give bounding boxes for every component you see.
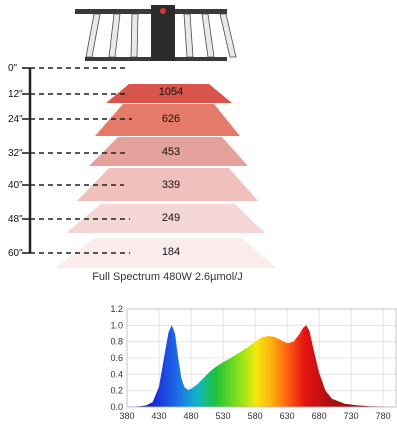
ppfd-layer: [66, 204, 265, 233]
ppfd-value: 453: [162, 146, 180, 158]
spectrum-chart: 0.0 0.2 0.4 0.6 0.8 1.0 1.2 380 430 480 530 580 630 6…: [110, 304, 397, 421]
height-guides: [22, 67, 132, 254]
spectrum-x-tick: 480: [184, 411, 199, 421]
height-label: 40": [8, 180, 23, 191]
spectrum-y-tick: 1.2: [110, 304, 123, 314]
ppfd-layer: [89, 137, 248, 166]
grow-light-fixture: [75, 5, 237, 61]
ppfd-layers: [56, 84, 276, 268]
spectrum-x-tick: 780: [376, 411, 391, 421]
lamp-light-bars: [85, 13, 237, 58]
spectrum-y-tick: 0.4: [110, 369, 123, 379]
height-label: 0": [8, 63, 18, 74]
ppfd-layer: [56, 238, 276, 268]
ppfd-value: 339: [162, 179, 180, 191]
height-label: 48": [8, 214, 23, 225]
height-label: 32": [8, 148, 23, 159]
spectrum-x-tick: 380: [119, 411, 134, 421]
spectrum-x-tick: 730: [344, 411, 359, 421]
light-bar: [130, 13, 139, 58]
ppfd-value: 626: [162, 113, 180, 125]
ppfd-value: 249: [162, 212, 180, 224]
ppfd-value: 1054: [159, 86, 183, 98]
ppfd-layer: [106, 84, 232, 103]
lamp-indicator-light: [160, 8, 166, 14]
spectrum-y-tick: 0.0: [110, 402, 123, 412]
ppfd-layer: [77, 168, 258, 201]
ppfd-distance-chart: 0" 12" 24" 32" 40" 48" 60" 1054 626 453 …: [8, 63, 276, 268]
height-label: 60": [8, 248, 23, 259]
spectrum-x-tick: 680: [312, 411, 327, 421]
spectrum-y-tick: 0.6: [110, 353, 123, 363]
spectrum-plot-frame: [126, 308, 397, 408]
height-label: 24": [8, 114, 23, 125]
spectrum-y-tick: 1.0: [110, 320, 123, 330]
light-bar: [219, 13, 237, 58]
spectrum-x-tick: 630: [280, 411, 295, 421]
spectrum-x-tick: 530: [216, 411, 231, 421]
light-bar: [85, 13, 101, 58]
spectrum-axes: 0.0 0.2 0.4 0.6 0.8 1.0 1.2 380 430 480 530 580 630 6…: [110, 304, 390, 421]
lamp-driver: [151, 5, 175, 61]
height-label: 12": [8, 89, 23, 100]
ppfd-value: 184: [162, 246, 180, 258]
spectrum-curve: [127, 325, 396, 407]
ppfd-layer: [95, 104, 240, 136]
light-bar: [183, 13, 194, 58]
light-bar: [108, 13, 121, 58]
spectrum-x-tick: 580: [248, 411, 263, 421]
spectrum-x-tick: 430: [152, 411, 167, 421]
light-bar: [201, 13, 215, 58]
spectrum-y-tick: 0.2: [110, 386, 123, 396]
spectrum-y-tick: 0.8: [110, 337, 123, 347]
product-caption: Full Spectrum 480W 2.6µmol/J: [92, 271, 243, 283]
